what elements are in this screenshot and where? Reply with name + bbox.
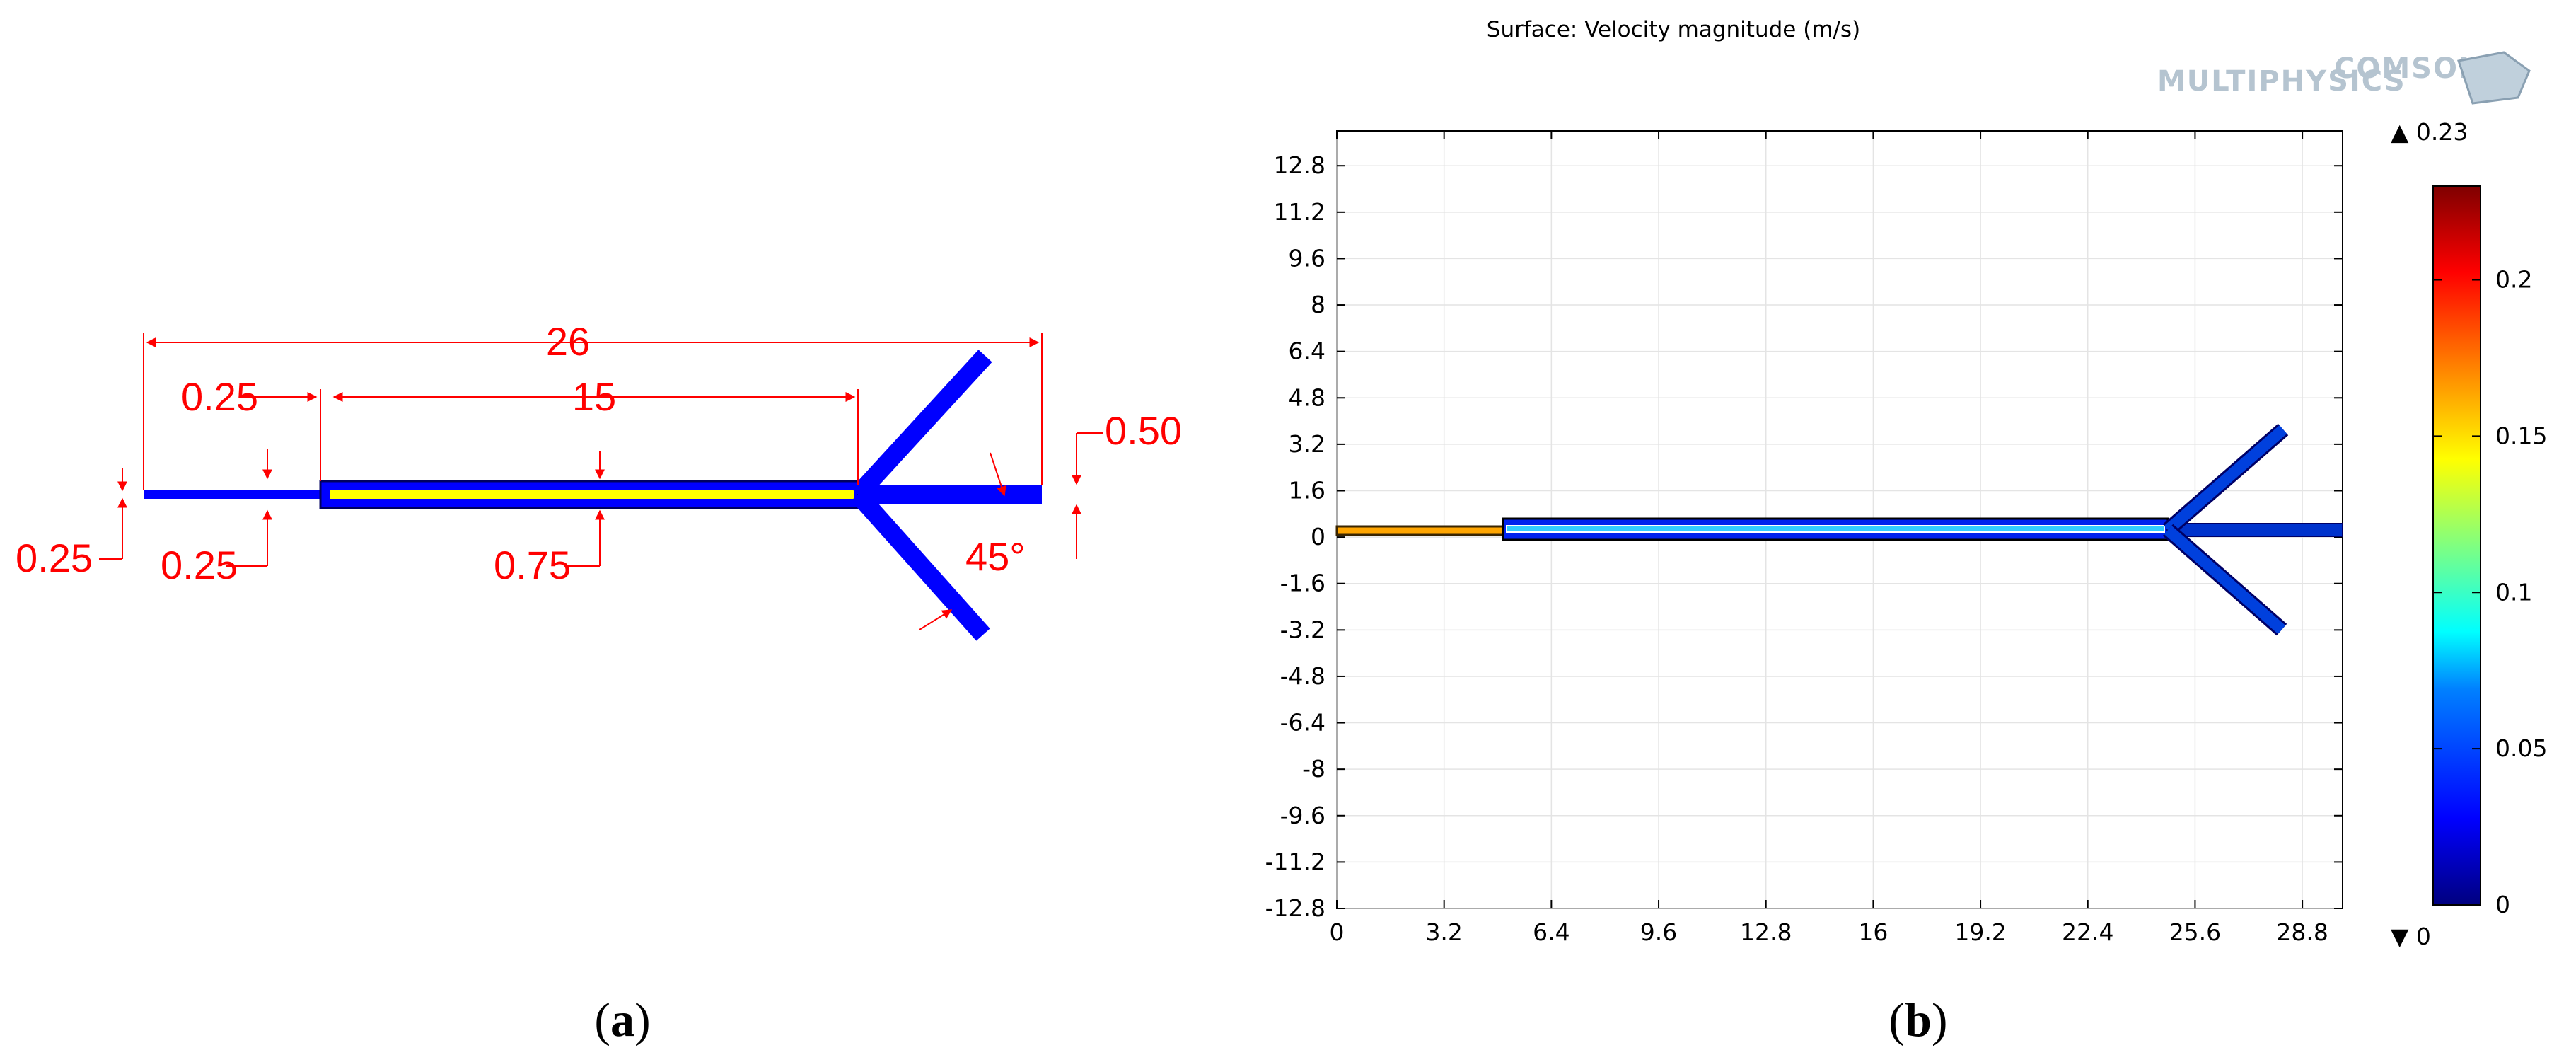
colorbar-tick-label: 0.05 <box>2495 734 2547 762</box>
inlet-jet <box>1335 525 1504 536</box>
x-tick-label: 25.6 <box>2169 918 2221 946</box>
y-tick-label: -4.8 <box>1280 662 1325 690</box>
y-tick-label: -6.4 <box>1280 709 1325 737</box>
panel-a-geometry: 26 0.25 15 0.50 0.25 0.25 0.75 45° (a) <box>16 319 1182 1046</box>
outlet-field <box>2167 523 2343 537</box>
y-tick-label: 11.2 <box>1274 198 1325 226</box>
x-tick-label: 28.8 <box>2276 918 2328 946</box>
y-tick-label: 3.2 <box>1289 430 1325 458</box>
chamber-core <box>330 490 854 499</box>
chamber-core-field <box>1506 525 2165 533</box>
svg-text:COMSOL: COMSOL <box>2334 52 2478 85</box>
y-tick-label: 0 <box>1311 523 1325 550</box>
lower-branch <box>851 488 990 641</box>
colorbar-tick-label: 0 <box>2495 891 2510 918</box>
channel-geometry <box>144 350 1042 641</box>
colorbar-tick-label: 0.2 <box>2495 266 2532 294</box>
colorbar-tick-label: 0.15 <box>2495 422 2547 449</box>
colorbar: ▲ 0.23 0.2 0.15 0.1 0.05 0 ▼ 0 <box>2391 118 2547 950</box>
colorbar-min-label: ▼ 0 <box>2391 923 2431 950</box>
x-tick-label: 9.6 <box>1640 918 1677 946</box>
y-tick-label: -9.6 <box>1280 802 1325 829</box>
x-axis: 0 3.2 6.4 9.6 12.8 16 19.2 22.4 25.6 28.8 <box>1330 131 2328 946</box>
y-tick-label: -11.2 <box>1265 848 1325 875</box>
panel-b-velocity-plot: Surface: Velocity magnitude (m/s) COMSOL… <box>1265 17 2548 1046</box>
y-tick-label: -12.8 <box>1265 894 1325 922</box>
caption-b: (b) <box>1889 993 1947 1046</box>
dim-chamber-length: 15 <box>572 374 616 419</box>
dim-angle: 45° <box>965 534 1026 579</box>
x-tick-label: 0 <box>1330 918 1345 946</box>
upper-branch <box>851 350 992 501</box>
colorbar-max-label: ▲ 0.23 <box>2391 118 2468 146</box>
dimension-lines <box>99 333 1103 630</box>
comsol-logo: COMSOL MULTIPHYSICS <box>2157 51 2531 105</box>
plot-grid <box>1336 131 2343 909</box>
y-tick-label: 6.4 <box>1289 338 1325 365</box>
velocity-field <box>1335 423 2343 636</box>
y-tick-label: 12.8 <box>1274 151 1325 179</box>
svg-text:MULTIPHYSICS: MULTIPHYSICS <box>2157 65 2406 98</box>
x-tick-label: 16 <box>1858 918 1888 946</box>
dim-left-width: 0.25 <box>16 536 93 580</box>
plot-title: Surface: Velocity magnitude (m/s) <box>1487 17 1860 42</box>
dim-total-length: 26 <box>546 319 590 364</box>
y-tick-label: 8 <box>1311 291 1325 318</box>
y-axis: 12.8 11.2 9.6 8 6.4 4.8 3.2 1.6 0 -1.6 -3.2 -4.8 -6.… <box>1265 151 2343 922</box>
y-tick-label: -3.2 <box>1280 616 1325 643</box>
y-tick-label: 4.8 <box>1289 383 1325 411</box>
y-tick-label: -1.6 <box>1280 570 1325 597</box>
x-tick-label: 22.4 <box>2062 918 2113 946</box>
upper-branch-field <box>2164 425 2287 535</box>
x-tick-label: 19.2 <box>1954 918 2006 946</box>
y-tick-label: 1.6 <box>1289 476 1325 504</box>
caption-a: (a) <box>594 993 650 1046</box>
lower-branch-field <box>2164 525 2286 635</box>
y-tick-label: 9.6 <box>1289 244 1325 272</box>
y-tick-label: -8 <box>1302 755 1325 783</box>
x-tick-label: 6.4 <box>1533 918 1570 946</box>
colorbar-gradient <box>2432 185 2481 906</box>
x-tick-label: 12.8 <box>1740 918 1792 946</box>
inlet-channel <box>144 490 320 499</box>
logo-cube-icon <box>2457 51 2531 105</box>
x-tick-label: 3.2 <box>1425 918 1462 946</box>
dim-chamber-width: 0.75 <box>494 543 571 587</box>
outlet-channel <box>858 485 1042 504</box>
dim-inlet-width: 0.25 <box>161 543 238 587</box>
dim-inlet-length: 0.25 <box>181 374 258 419</box>
dim-outlet-width: 0.50 <box>1105 408 1182 453</box>
colorbar-tick-label: 0.1 <box>2495 578 2532 606</box>
